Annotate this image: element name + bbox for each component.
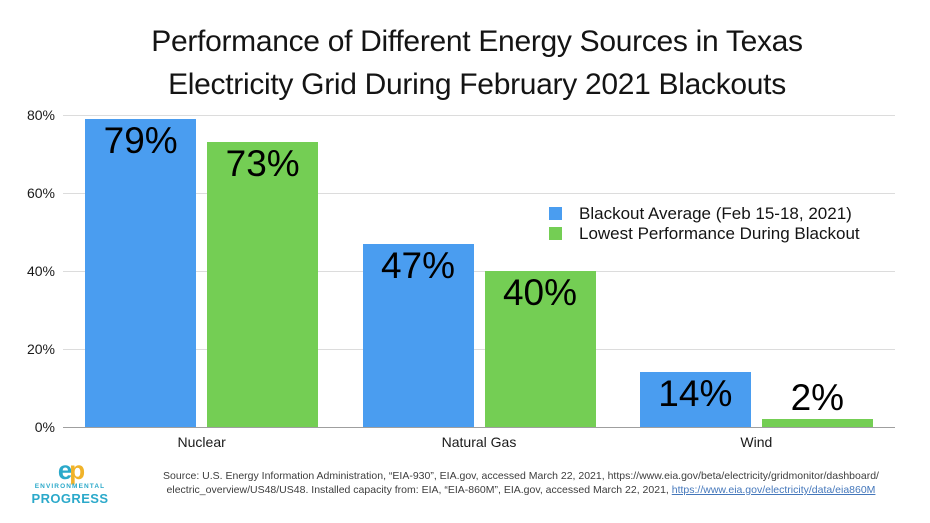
bar-nuclear-lowest: [207, 142, 319, 427]
source-line-2-text: electric_overview/US48/US48. Installed c…: [166, 484, 672, 496]
chart-title-line2: Electricity Grid During February 2021 Bl…: [168, 68, 786, 101]
bar-nuclear-average: [85, 118, 197, 427]
legend-item-blackout-average: Blackout Average (Feb 15-18, 2021): [549, 203, 860, 223]
source-line-2: electric_overview/US48/US48. Installed c…: [118, 483, 924, 497]
bar-natural-gas-lowest: [484, 271, 596, 427]
legend-swatch-green: [549, 227, 562, 240]
y-axis-tick-label: 0%: [34, 419, 55, 435]
bar-value-label: 14%: [658, 373, 733, 415]
logo-name-environmental: ENVIRONMENTAL: [34, 483, 106, 490]
y-axis-tick-label: 80%: [26, 107, 55, 123]
y-axis-tick-label: 20%: [26, 341, 55, 357]
bar-value-label: 79%: [103, 119, 178, 161]
y-axis-tick-label: 60%: [26, 185, 55, 201]
environmental-progress-logo: ep ENVIRONMENTAL PROGRESS: [30, 455, 110, 506]
source-line-1: Source: U.S. Energy Information Administ…: [163, 470, 879, 482]
legend-label: Lowest Performance During Blackout: [579, 223, 860, 243]
y-axis-tick-label: 40%: [26, 263, 55, 279]
source-link[interactable]: https://www.eia.gov/electricity/data/eia…: [671, 484, 876, 496]
gridline: [63, 271, 895, 272]
category-label-nuclear: Nuclear: [177, 434, 226, 450]
ep-logo-icon: ep: [30, 455, 110, 485]
chart-title: Performance of Different Energy Sources …: [24, 20, 930, 106]
gridline: [63, 193, 895, 194]
logo-letter-e: e: [57, 455, 73, 485]
bar-value-label: 73%: [225, 143, 300, 185]
logo-letter-p: p: [69, 455, 85, 485]
legend-label: Blackout Average (Feb 15-18, 2021): [579, 203, 852, 223]
gridline: [63, 349, 895, 350]
bar-wind-lowest: [761, 419, 873, 427]
legend-swatch-blue: [549, 207, 562, 220]
category-label-wind: Wind: [740, 434, 773, 450]
chart-title-line1: Performance of Different Energy Sources …: [151, 25, 803, 58]
gridline: [63, 115, 895, 116]
bar-value-label: 2%: [790, 377, 845, 419]
legend: Blackout Average (Feb 15-18, 2021) Lowes…: [549, 203, 860, 243]
logo-name-progress: PROGRESS: [31, 490, 109, 506]
x-axis-line: [63, 427, 895, 428]
source-note: Source: U.S. Energy Information Administ…: [118, 469, 924, 497]
bar-value-label: 47%: [380, 244, 456, 286]
category-label-natural-gas: Natural Gas: [441, 434, 517, 450]
bar-value-label: 40%: [502, 272, 578, 313]
bar-wind-average: [639, 372, 751, 427]
legend-item-lowest-performance: Lowest Performance During Blackout: [549, 223, 860, 243]
bar-natural-gas-average: [362, 243, 474, 427]
